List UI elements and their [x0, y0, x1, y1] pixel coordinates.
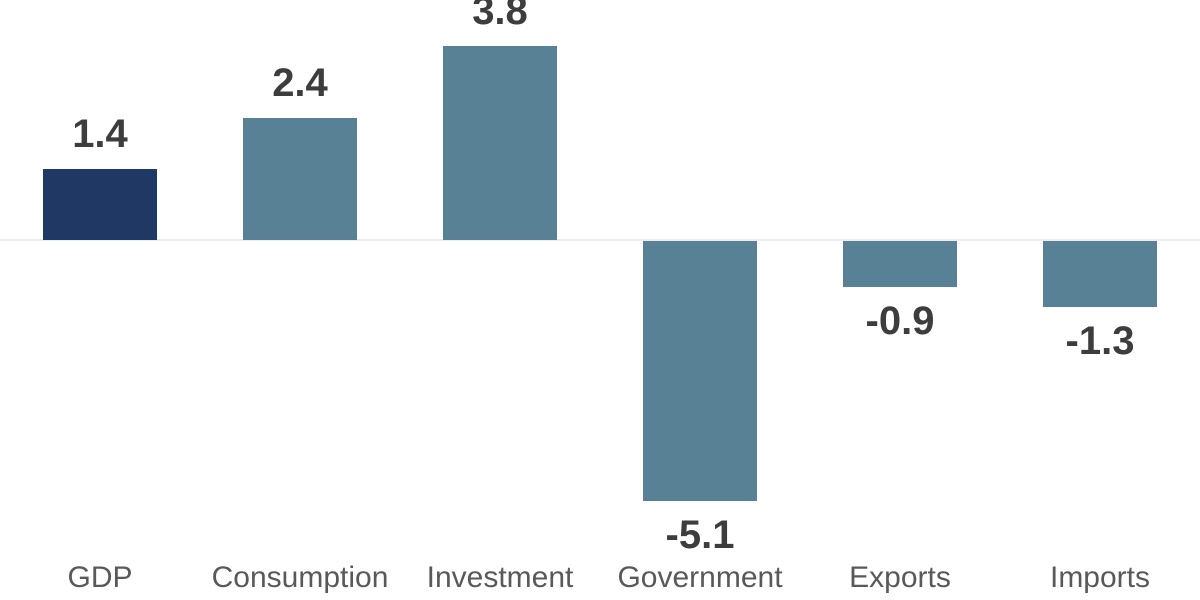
bar-government [643, 241, 757, 501]
category-label-consumption: Consumption [211, 561, 389, 594]
category-label-imports: Imports [1049, 561, 1151, 594]
bar-value-label: 3.8 [472, 0, 528, 33]
bar-value-label: -1.3 [1065, 319, 1135, 363]
bar-value-label: 2.4 [272, 61, 328, 105]
bar-value-label: -0.9 [865, 299, 935, 343]
zero-axis-line [0, 239, 1200, 241]
bar-value-label: 1.4 [72, 112, 128, 156]
bar-value-label: -5.1 [665, 513, 735, 557]
bar-investment [443, 46, 557, 240]
bar-consumption [243, 118, 357, 240]
bar-exports [843, 241, 957, 287]
category-label-investment: Investment [426, 561, 574, 594]
category-label-government: Government [617, 561, 783, 594]
bar-imports [1043, 241, 1157, 307]
category-label-exports: Exports [849, 561, 951, 594]
bar-gdp [43, 169, 157, 240]
category-label-gdp: GDP [67, 561, 133, 594]
